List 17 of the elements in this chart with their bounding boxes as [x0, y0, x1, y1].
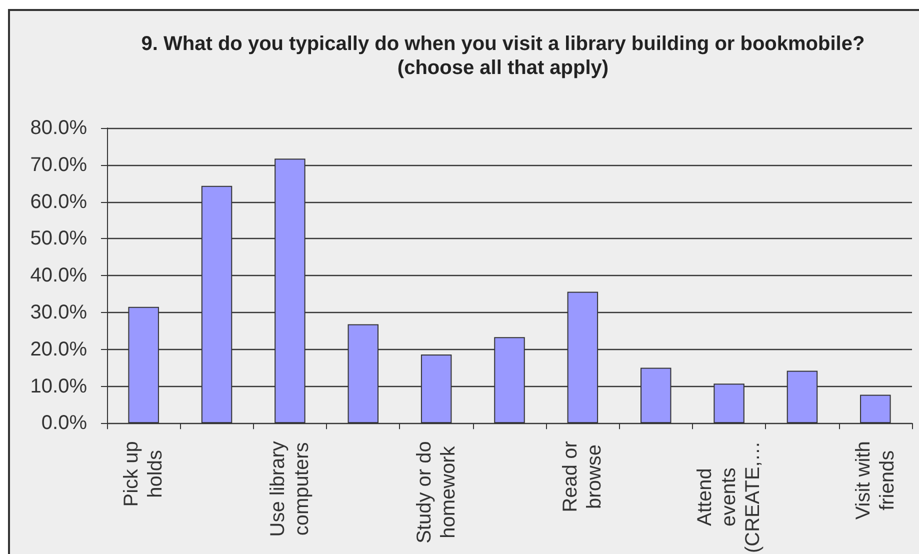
y-tick-label: 10.0% [30, 375, 88, 398]
y-tick-label: 70.0% [30, 154, 88, 176]
y-tick-label: 0.0% [41, 412, 88, 434]
x-tick-label: Study or do homework [413, 441, 460, 544]
x-tick-label: Attend events (CREATE,… [694, 441, 764, 553]
x-tick-label: Use library computers [266, 441, 313, 537]
bar [860, 394, 891, 424]
x-tick-label: Pick up holds [120, 441, 167, 507]
y-tick-label: 20.0% [30, 338, 88, 360]
y-tick-label: 60.0% [30, 190, 88, 213]
x-tick-label: Visit with friends [852, 441, 898, 520]
y-tick-label: 50.0% [30, 228, 88, 250]
chart-title: 9. What do you typically do when you visit a library building or bookmobile? (choose all that apply) [140, 32, 866, 80]
y-tick-label: 80.0% [30, 117, 88, 139]
y-tick-label: 30.0% [30, 301, 88, 324]
y-tick-label: 40.0% [30, 264, 88, 287]
x-tick-label: Read or browse [560, 440, 606, 512]
